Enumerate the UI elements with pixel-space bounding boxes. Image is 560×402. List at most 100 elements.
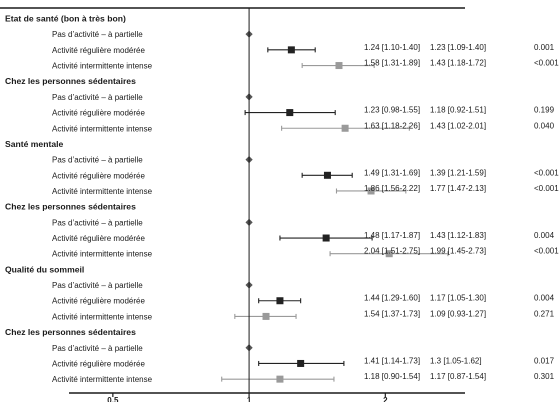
forest-row-est: Activité régulière modérée 1.23 [0.98-1.5…	[52, 106, 555, 118]
row-header-label: Santé mentale	[5, 139, 63, 149]
row-label: Activité intermittente intense	[52, 312, 153, 321]
row-label: Activité intermittente intense	[52, 187, 153, 196]
estimate-marker	[335, 62, 343, 70]
forest-row-header: Chez les personnes sédentaires	[5, 202, 136, 212]
row-label: Activité régulière modérée	[52, 234, 145, 243]
row-header-label: Chez les personnes sédentaires	[5, 202, 136, 212]
forest-row-est: Activité intermittente intense 1.18 [0.90…	[52, 372, 555, 384]
p-value: <0.001	[534, 247, 559, 256]
forest-row-ref: Pas d’activité – à partielle	[52, 93, 253, 102]
estimate-col2: 1.43 [1.02-2.01]	[430, 121, 486, 130]
p-value: 0.004	[534, 294, 555, 303]
estimate-marker	[276, 297, 284, 305]
estimate-marker	[385, 250, 393, 258]
estimate-col1: 1.54 [1.37-1.73]	[364, 309, 420, 318]
row-label: Pas d’activité – à partielle	[52, 218, 143, 227]
estimate-marker	[276, 375, 284, 383]
forest-row-est: Activité régulière modérée 1.24 [1.10-1.4…	[52, 43, 555, 55]
p-value: 0.199	[534, 106, 555, 115]
row-label: Pas d’activité – à partielle	[52, 281, 143, 290]
estimate-marker	[286, 109, 294, 117]
p-value: <0.001	[534, 184, 559, 193]
estimate-col1: 1.18 [0.90-1.54]	[364, 372, 420, 381]
row-label: Activité régulière modérée	[52, 109, 145, 118]
forest-row-ref: Pas d’activité – à partielle	[52, 281, 253, 290]
estimate-col1: 1.58 [1.31-1.89]	[364, 59, 420, 68]
forest-row-est: Activité régulière modérée 1.44 [1.29-1.6…	[52, 294, 555, 306]
x-tick-label: 1	[247, 396, 252, 402]
estimate-col1: 2.04 [1.51-2.75]	[364, 247, 420, 256]
row-label: Pas d’activité – à partielle	[52, 93, 143, 102]
forest-row-est: Activité régulière modérée 1.41 [1.14-1.7…	[52, 356, 555, 368]
estimate-marker	[323, 171, 331, 179]
estimate-col2: 1.99 [1.45-2.73]	[430, 247, 486, 256]
forest-row-est: Activité intermittente intense 1.86 [1.56…	[52, 184, 559, 196]
estimate-col1: 1.24 [1.10-1.40]	[364, 43, 420, 52]
forest-row-ref: Pas d’activité – à partielle	[52, 30, 253, 39]
estimate-col1: 1.23 [0.98-1.55]	[364, 106, 420, 115]
estimate-col1: 1.49 [1.31-1.69]	[364, 168, 420, 177]
estimate-marker	[341, 124, 349, 132]
p-value: <0.001	[534, 168, 559, 177]
p-value: 0.001	[534, 43, 555, 52]
forest-row-est: Activité régulière modérée 1.49 [1.31-1.6…	[52, 168, 559, 180]
row-label: Activité régulière modérée	[52, 171, 145, 180]
estimate-col1: 1.63 [1.18-2.26]	[364, 121, 420, 130]
forest-row-ref: Pas d’activité – à partielle	[52, 156, 253, 165]
row-label: Pas d’activité – à partielle	[52, 30, 143, 39]
estimate-col2: 1.43 [1.12-1.83]	[430, 231, 486, 240]
forest-row-header: Santé mentale	[5, 139, 63, 149]
row-label: Activité régulière modérée	[52, 297, 145, 306]
row-label: Activité intermittente intense	[52, 375, 153, 384]
estimate-marker	[287, 46, 295, 54]
row-label: Activité régulière modérée	[52, 359, 145, 368]
estimate-marker	[262, 312, 270, 320]
row-header-label: Chez les personnes sédentaires	[5, 327, 136, 337]
forest-row-ref: Pas d’activité – à partielle	[52, 344, 253, 353]
p-value: 0.004	[534, 231, 555, 240]
forest-row-ref: Pas d’activité – à partielle	[52, 218, 253, 227]
row-label: Activité régulière modérée	[52, 46, 145, 55]
forest-row-est: Activité intermittente intense 2.04 [1.51…	[52, 247, 559, 259]
estimate-col1: 1.41 [1.14-1.73]	[364, 356, 420, 365]
p-value: 0.017	[534, 356, 555, 365]
forest-row-est: Activité intermittente intense 1.58 [1.31…	[52, 59, 559, 71]
x-tick-label: 2	[383, 396, 388, 402]
p-value: 0.301	[534, 372, 555, 381]
x-tick-label: 0.5	[107, 396, 119, 402]
estimate-col2: 1.3 [1.05-1.62]	[430, 356, 482, 365]
estimate-marker	[322, 234, 330, 242]
estimate-col2: 1.17 [0.87-1.54]	[430, 372, 486, 381]
estimate-col2: 1.39 [1.21-1.59]	[430, 168, 486, 177]
estimate-col1: 1.48 [1.17-1.87]	[364, 231, 420, 240]
row-header-label: Qualité du sommeil	[5, 264, 84, 274]
p-value: 0.040	[534, 121, 555, 130]
estimate-col1: 1.86 [1.56-2.22]	[364, 184, 420, 193]
row-header-label: Etat de santé (bon à très bon)	[5, 14, 126, 24]
estimate-col2: 1.43 [1.18-1.72]	[430, 59, 486, 68]
estimate-col2: 1.23 [1.09-1.40]	[430, 43, 486, 52]
estimate-col2: 1.18 [0.92-1.51]	[430, 106, 486, 115]
estimate-marker	[297, 359, 305, 367]
forest-row-header: Qualité du sommeil	[5, 264, 84, 274]
forest-row-header: Chez les personnes sédentaires	[5, 76, 136, 86]
estimate-marker	[367, 187, 375, 195]
forest-row-header: Etat de santé (bon à très bon)	[5, 14, 126, 24]
estimate-col2: 1.17 [1.05-1.30]	[430, 294, 486, 303]
p-value: 0.271	[534, 309, 555, 318]
row-label: Pas d’activité – à partielle	[52, 156, 143, 165]
p-value: <0.001	[534, 59, 559, 68]
row-label: Activité intermittente intense	[52, 124, 153, 133]
row-label: Activité intermittente intense	[52, 62, 153, 71]
forest-row-header: Chez les personnes sédentaires	[5, 327, 136, 337]
estimate-col2: 1.09 [0.93-1.27]	[430, 309, 486, 318]
rows-layer: Etat de santé (bon à très bon) Pas d’acti…	[5, 14, 559, 385]
forest-row-est: Activité intermittente intense 1.54 [1.37…	[52, 309, 555, 321]
estimate-col1: 1.44 [1.29-1.60]	[364, 294, 420, 303]
row-label: Pas d’activité – à partielle	[52, 344, 143, 353]
forest-row-est: Activité régulière modérée 1.48 [1.17-1.8…	[52, 231, 555, 243]
estimate-col2: 1.77 [1.47-2.13]	[430, 184, 486, 193]
x-axis: 0.5 1 2	[0, 7, 465, 402]
row-label: Activité intermittente intense	[52, 250, 153, 259]
